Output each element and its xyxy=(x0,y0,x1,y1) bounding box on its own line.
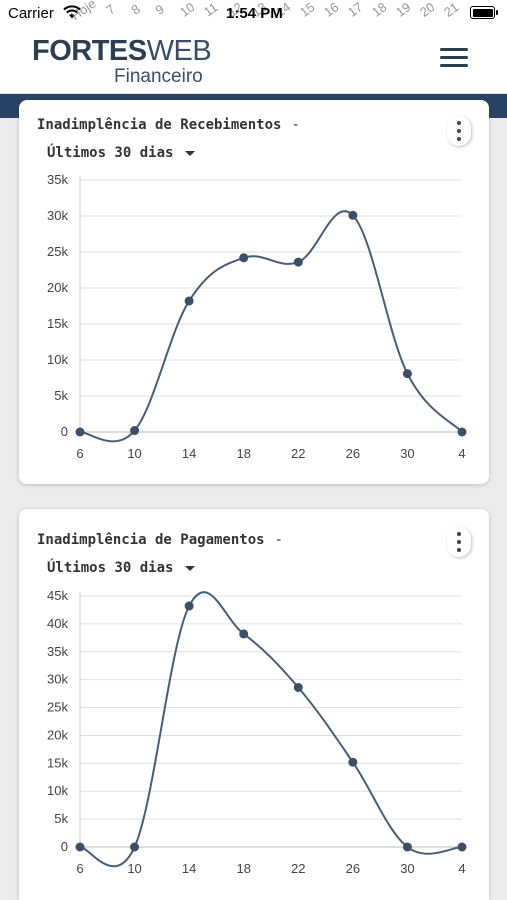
ghost-date-label: 11 xyxy=(200,0,221,20)
x-tick-label: 14 xyxy=(182,861,196,876)
data-point xyxy=(457,427,467,437)
period-label: Últimos 30 dias xyxy=(47,560,174,576)
ghost-date-label: 7 xyxy=(103,1,118,18)
more-options-icon[interactable] xyxy=(447,116,471,146)
more-options-icon[interactable] xyxy=(447,527,471,557)
ghost-date-label: 8 xyxy=(128,1,143,18)
x-tick-label: 10 xyxy=(127,446,141,461)
ghost-date-label: 17 xyxy=(345,0,366,20)
ghost-date-label: 16 xyxy=(321,0,342,20)
carrier-label: Carrier xyxy=(8,5,54,22)
y-tick-label: 40k xyxy=(47,616,68,631)
period-label: Últimos 30 dias xyxy=(47,145,174,161)
x-tick-label: 18 xyxy=(236,861,250,876)
app-header: FORTESWEB Financeiro xyxy=(0,26,507,94)
x-tick-label: 26 xyxy=(346,446,360,461)
data-point xyxy=(348,210,358,220)
x-tick-label: 22 xyxy=(291,446,305,461)
card-title-text: Inadimplência de Pagamentos xyxy=(37,532,265,548)
card-title-dash: - xyxy=(291,117,300,133)
y-tick-label: 15k xyxy=(47,755,68,770)
data-point xyxy=(239,253,249,263)
caret-down-icon xyxy=(185,565,196,571)
card-title-dash: - xyxy=(274,532,284,548)
y-tick-label: 45k xyxy=(47,588,68,603)
y-tick-label: 0 xyxy=(61,839,68,854)
x-tick-label: 26 xyxy=(346,861,360,876)
date-picker-ghost: Hoje 7 8 9 10 11 12 13 14 15 16 17 18 19 20 21 xyxy=(68,0,507,26)
data-point xyxy=(457,842,467,852)
data-point xyxy=(402,842,412,852)
line-chart: 0 5k 10k 15k 20k 25k 30k 35k 40k 45k 6 10 14 18 22 26 30… xyxy=(47,588,467,876)
x-tick-label: 4 xyxy=(458,446,465,461)
y-tick-label: 35k xyxy=(47,172,68,187)
y-tick-label: 25k xyxy=(47,700,68,715)
data-point xyxy=(293,682,303,692)
y-tick-label: 15k xyxy=(47,316,68,331)
y-tick-label: 25k xyxy=(47,244,68,259)
logo-bold: FORTES xyxy=(32,35,147,67)
x-tick-label: 4 xyxy=(458,861,465,876)
y-tick-label: 10k xyxy=(47,352,68,367)
x-tick-label: 30 xyxy=(400,446,414,461)
logo-light: WEB xyxy=(146,35,212,67)
period-select[interactable]: Últimos 30 dias xyxy=(47,145,196,161)
card-title: Inadimplência de Recebimentos - xyxy=(37,117,300,133)
y-tick-label: 5k xyxy=(54,811,68,826)
y-tick-label: 20k xyxy=(47,727,68,742)
logo-subtitle: Financeiro xyxy=(114,66,203,87)
data-point xyxy=(293,257,303,267)
caret-down-icon xyxy=(185,150,196,156)
series-line xyxy=(79,210,463,443)
x-tick-label: 6 xyxy=(76,446,83,461)
y-tick-label: 10k xyxy=(47,783,68,798)
card-title: Inadimplência de Pagamentos - xyxy=(37,532,283,548)
data-point xyxy=(75,842,85,852)
data-point xyxy=(184,296,194,306)
data-point xyxy=(348,757,358,767)
card-pagamentos: Inadimplência de Pagamentos - Últimos 30 … xyxy=(19,509,489,900)
x-tick-label: 18 xyxy=(236,446,250,461)
x-tick-label: 10 xyxy=(127,861,141,876)
series-line xyxy=(79,591,463,868)
data-point xyxy=(402,369,412,379)
y-tick-label: 5k xyxy=(54,388,68,403)
x-tick-label: 6 xyxy=(76,861,83,876)
data-point xyxy=(130,842,140,852)
y-tick-label: 30k xyxy=(47,672,68,687)
logo: FORTESWEB Financeiro xyxy=(32,35,212,87)
data-point xyxy=(239,629,249,639)
period-select[interactable]: Últimos 30 dias xyxy=(47,560,196,576)
ghost-date-label: 21 xyxy=(441,0,462,20)
status-bar: Carrier Hoje 7 8 9 10 11 12 13 14 15 16 17 18 19 20 21 … xyxy=(0,0,507,26)
y-tick-label: 20k xyxy=(47,280,68,295)
card-recebimentos: Inadimplência de Recebimentos - Últimos 3… xyxy=(19,100,489,484)
wifi-icon xyxy=(63,5,81,19)
card-title-text: Inadimplência de Recebimentos xyxy=(37,117,282,133)
line-chart: 0 5k 10k 15k 20k 25k 30k 35k 6 10 14 18 22 26 30 4 xyxy=(47,172,467,461)
y-tick-label: 35k xyxy=(47,644,68,659)
data-point xyxy=(184,601,194,611)
hamburger-menu-icon[interactable] xyxy=(440,46,470,70)
ghost-date-label: 19 xyxy=(393,0,414,20)
battery-icon xyxy=(470,6,498,19)
clock: 1:54 PM xyxy=(226,5,283,22)
ghost-date-label: 10 xyxy=(177,0,198,20)
ghost-date-label: 20 xyxy=(417,0,438,20)
data-point xyxy=(75,427,85,437)
x-tick-label: 30 xyxy=(400,861,414,876)
data-point xyxy=(130,426,140,436)
x-tick-label: 14 xyxy=(182,446,196,461)
ghost-date-label: 9 xyxy=(152,1,167,18)
y-tick-label: 0 xyxy=(61,424,68,439)
y-tick-label: 30k xyxy=(47,208,68,223)
x-tick-label: 22 xyxy=(291,861,305,876)
ghost-date-label: 15 xyxy=(297,0,318,20)
ghost-date-label: 18 xyxy=(369,0,390,20)
